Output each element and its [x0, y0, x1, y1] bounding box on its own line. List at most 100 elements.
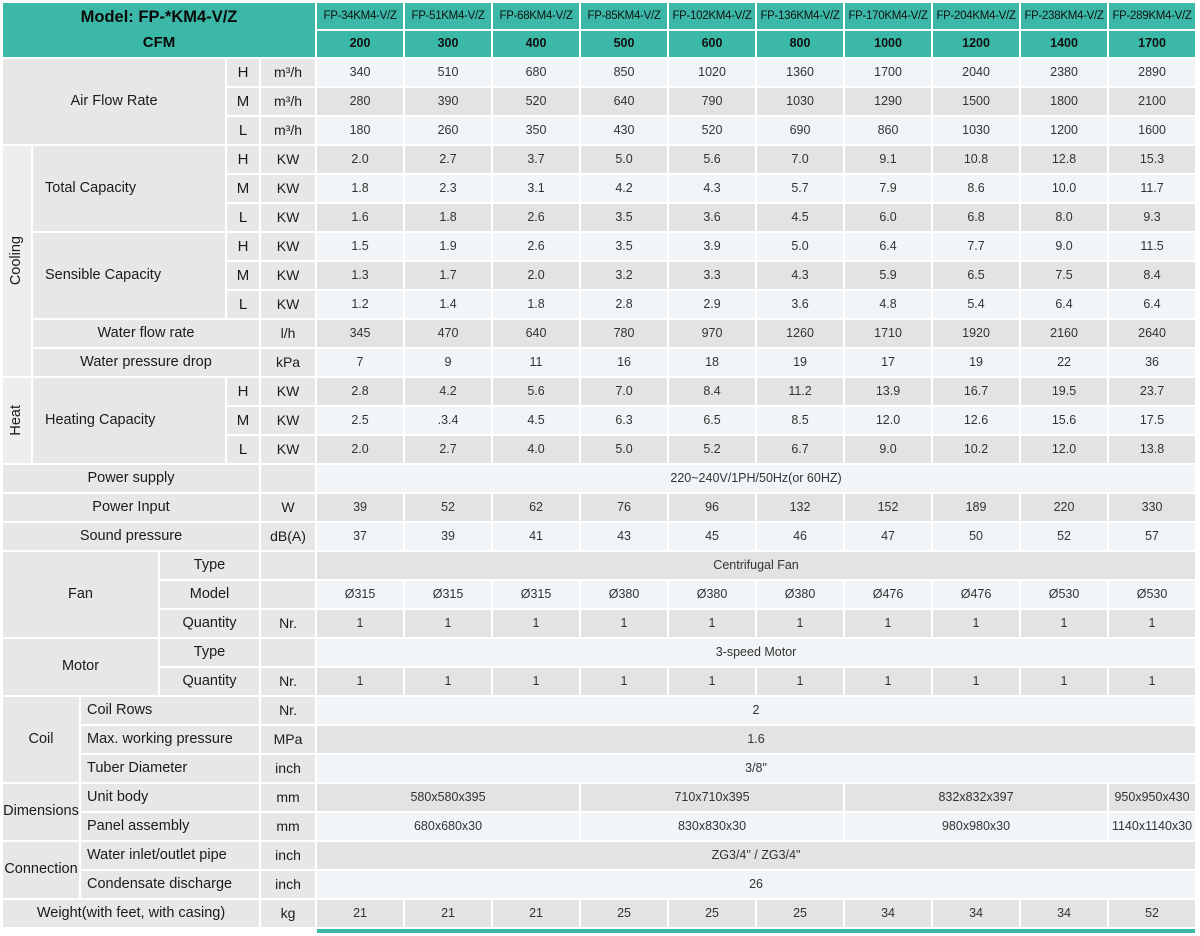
value-cell: 6.0	[845, 204, 932, 231]
value-cell: 2.7	[405, 146, 492, 173]
merged-value-cell: 220~240V/1PH/50Hz(or 60HZ)	[317, 465, 1196, 492]
value-cell: 46	[757, 523, 844, 550]
unit-label-inch: inch	[261, 842, 316, 869]
value-cell: 640	[493, 320, 580, 347]
value-cell: 1800	[1021, 88, 1108, 115]
value-cell: 1	[757, 610, 844, 637]
value-cell: 640	[581, 88, 668, 115]
value-cell: Ø476	[933, 581, 1020, 608]
row-label-fan: Fan	[3, 552, 158, 637]
unit-label-kw: KW	[261, 175, 316, 202]
unit-label-mm: mm	[261, 813, 316, 840]
value-cell: 34	[933, 900, 1020, 927]
section-strip-cooling: Cooling	[3, 146, 31, 376]
value-cell: 25	[581, 900, 668, 927]
value-cell: 1	[493, 668, 580, 695]
value-cell: 3.6	[757, 291, 844, 318]
value-cell: 6.5	[933, 262, 1020, 289]
value-cell: 1500	[933, 88, 1020, 115]
row-label-type: Type	[160, 639, 259, 666]
value-cell: 9.3	[1109, 204, 1196, 231]
value-cell: 350	[493, 117, 580, 144]
value-cell: 7.5	[1021, 262, 1108, 289]
row-label-coil: Coil	[3, 697, 79, 782]
value-cell: 4.5	[757, 204, 844, 231]
value-cell: 1.8	[317, 175, 404, 202]
speed-label-h: H	[227, 233, 259, 260]
value-cell: 22	[1021, 349, 1108, 376]
value-cell: 220	[1021, 494, 1108, 521]
model-header-fp-204km4-v-z: FP-204KM4-V/Z	[933, 3, 1020, 29]
value-cell: 2.0	[493, 262, 580, 289]
value-cell: 8.0	[1021, 204, 1108, 231]
value-cell: 1.2	[317, 291, 404, 318]
value-cell: 2890	[1109, 59, 1196, 86]
cfm-title: CFM	[142, 34, 176, 51]
unit-label	[261, 639, 316, 666]
value-cell: 6.4	[1021, 291, 1108, 318]
value-cell: 21	[405, 900, 492, 927]
row-label-water-inlet-outlet-pipe: Water inlet/outlet pipe	[81, 842, 259, 869]
value-cell: 1	[933, 668, 1020, 695]
value-cell: 340	[317, 59, 404, 86]
value-cell: 52	[405, 494, 492, 521]
value-cell: 2.6	[493, 204, 580, 231]
unit-label-w: W	[261, 494, 316, 521]
value-cell: 1290	[845, 88, 932, 115]
value-cell: 1	[317, 610, 404, 637]
value-cell: 260	[405, 117, 492, 144]
unit-label-kg: kg	[261, 900, 316, 927]
value-cell: 7.0	[581, 378, 668, 405]
value-cell: 6.4	[1109, 291, 1196, 318]
value-cell: 1030	[933, 117, 1020, 144]
value-cell: 8.4	[1109, 262, 1196, 289]
value-cell: 2100	[1109, 88, 1196, 115]
value-cell: Ø380	[757, 581, 844, 608]
value-cell: 6.7	[757, 436, 844, 463]
unit-label-m-h: m³/h	[261, 59, 316, 86]
value-cell: 7.7	[933, 233, 1020, 260]
value-cell: 430	[581, 117, 668, 144]
value-cell: 4.5	[493, 407, 580, 434]
value-cell: 1260	[757, 320, 844, 347]
value-cell: Ø530	[1021, 581, 1108, 608]
value-cell: 47	[845, 523, 932, 550]
row-label-panel-assembly: Panel assembly	[81, 813, 259, 840]
row-label-quantity: Quantity	[160, 610, 259, 637]
speed-label-m: M	[227, 262, 259, 289]
value-cell: 5.2	[669, 436, 756, 463]
unit-label-inch: inch	[261, 871, 316, 898]
value-cell: 10.8	[933, 146, 1020, 173]
unit-label-mpa: MPa	[261, 726, 316, 753]
value-cell: 8.4	[669, 378, 756, 405]
value-cell: 9.0	[845, 436, 932, 463]
value-cell: 34	[845, 900, 932, 927]
value-cell: 6.3	[581, 407, 668, 434]
value-cell: 1030	[757, 88, 844, 115]
unit-label-kw: KW	[261, 407, 316, 434]
value-cell: 11.2	[757, 378, 844, 405]
speed-label-m: M	[227, 175, 259, 202]
unit-label-kw: KW	[261, 204, 316, 231]
cfm-value: 600	[669, 31, 756, 57]
row-label-model: Model	[160, 581, 259, 608]
value-cell: 13.8	[1109, 436, 1196, 463]
value-cell: 1	[669, 668, 756, 695]
value-cell: 1	[493, 610, 580, 637]
model-header-fp-34km4-v-z: FP-34KM4-V/Z	[317, 3, 404, 29]
value-cell: 9	[405, 349, 492, 376]
value-cell: 1	[933, 610, 1020, 637]
speed-label-h: H	[227, 378, 259, 405]
value-cell: 6.4	[845, 233, 932, 260]
value-cell: 1	[405, 610, 492, 637]
value-cell: 12.6	[933, 407, 1020, 434]
row-label-condensate-discharge: Condensate discharge	[81, 871, 259, 898]
value-cell: 13.9	[845, 378, 932, 405]
value-cell: 330	[1109, 494, 1196, 521]
value-cell: Ø380	[669, 581, 756, 608]
cfm-value: 1000	[845, 31, 932, 57]
unit-label	[261, 465, 316, 492]
value-cell: 25	[669, 900, 756, 927]
